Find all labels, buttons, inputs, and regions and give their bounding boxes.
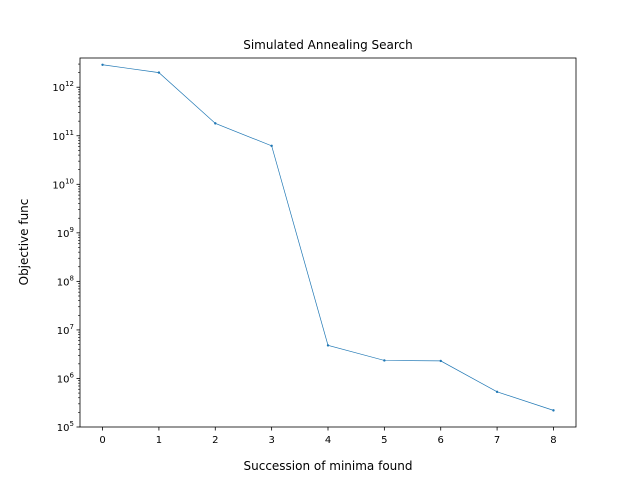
x-tick-label: 8 [550, 435, 556, 446]
y-tick-label: 1010 [52, 177, 74, 191]
x-tick-label: 3 [268, 435, 274, 446]
y-tick-label: 1011 [52, 129, 74, 143]
x-tick-label: 7 [494, 435, 500, 446]
data-point [214, 122, 217, 125]
data-point [157, 71, 161, 74]
data-point [101, 63, 104, 66]
data-point [270, 144, 273, 148]
y-tick-label: 1012 [52, 80, 74, 94]
x-tick-label: 4 [325, 435, 331, 446]
x-axis-title: Succession of minima found [244, 459, 413, 473]
y-tick-label: 109 [57, 226, 74, 240]
data-point [439, 359, 442, 363]
data-point [495, 390, 499, 394]
y-tick-label: 106 [57, 371, 75, 385]
x-tick-label: 2 [212, 435, 218, 446]
data-point [383, 359, 386, 362]
chart-title: Simulated Annealing Search [243, 38, 413, 52]
y-axis-title: Objective func [17, 199, 31, 286]
y-tick-label: 107 [57, 323, 74, 337]
data-point [552, 409, 555, 412]
x-tick-label: 0 [99, 435, 105, 446]
axes-frame [79, 57, 577, 428]
data-point [326, 344, 330, 347]
y-tick-label: 105 [57, 420, 74, 434]
y-tick-label: 108 [57, 274, 74, 288]
x-tick-label: 1 [156, 435, 162, 446]
x-tick-label: 5 [381, 435, 387, 446]
x-tick-label: 6 [438, 435, 444, 446]
